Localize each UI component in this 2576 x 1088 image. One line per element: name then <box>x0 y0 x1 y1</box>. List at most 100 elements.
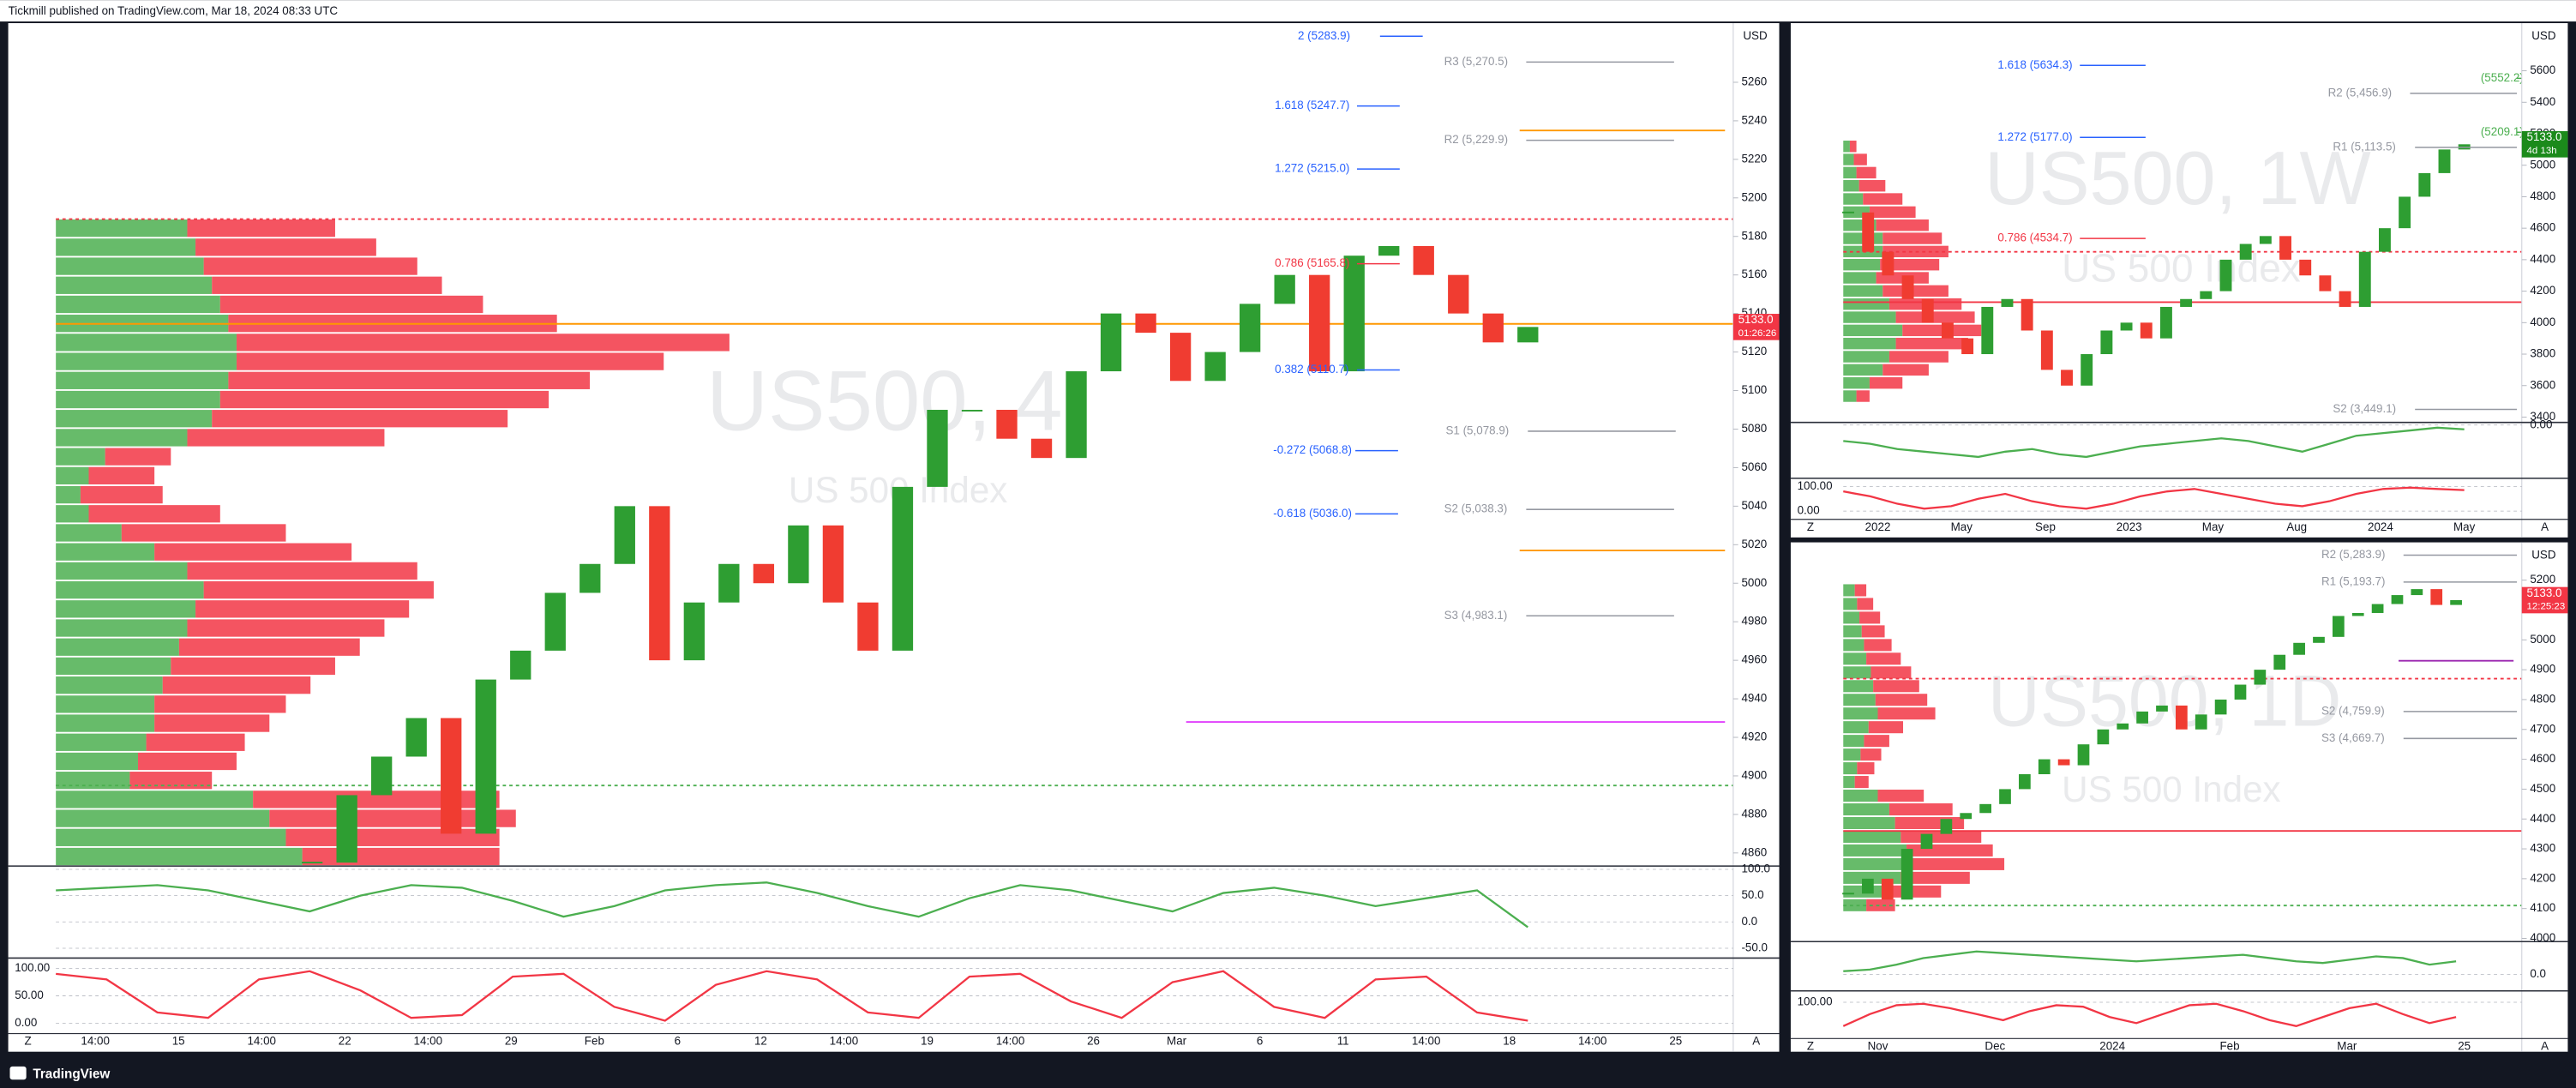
x-tick-label: 6 <box>675 1035 681 1048</box>
volume-up <box>56 847 303 866</box>
candle <box>1901 275 1914 299</box>
x-tick-label: May <box>2202 520 2225 533</box>
scale-button[interactable]: Z <box>24 1035 31 1048</box>
candle <box>927 409 948 487</box>
pane-tick-label: 100.00 <box>1798 479 1833 492</box>
header-bar <box>0 0 2576 22</box>
candle <box>579 563 601 593</box>
candle <box>2021 298 2033 331</box>
candle <box>510 650 531 680</box>
y-tick-label: 4600 <box>2530 752 2555 765</box>
stochastic-line <box>1843 486 2465 510</box>
pane-tick-label: -50.0 <box>1741 941 1768 953</box>
scale-button[interactable]: Z <box>1807 520 1814 533</box>
volume-down <box>203 580 434 599</box>
candle <box>2219 259 2232 292</box>
volume-up <box>1843 598 1858 610</box>
price-tag <box>2521 586 2568 614</box>
y-tick-label: 4800 <box>2530 693 2555 706</box>
price-tag-timer: 4d 13h <box>2527 146 2557 156</box>
volume-up <box>56 562 188 580</box>
candle <box>2254 670 2267 685</box>
annotation-label: 0.382 (5110.7) <box>1275 363 1348 376</box>
y-tick-label: 4960 <box>1741 653 1767 666</box>
volume-up <box>1843 285 1883 298</box>
volume-up <box>1843 666 1871 679</box>
candle <box>1960 813 1973 820</box>
candle <box>2019 774 2031 790</box>
volume-up <box>1843 324 1903 337</box>
candle <box>614 506 635 564</box>
volume-up <box>1843 830 1901 843</box>
volume-down <box>1864 639 1892 652</box>
y-tick-label: 5120 <box>1741 345 1767 358</box>
y-tick-label: 4700 <box>2530 722 2555 735</box>
candle <box>2040 330 2053 370</box>
candle <box>822 525 844 603</box>
volume-up <box>56 219 188 237</box>
candle <box>996 409 1018 439</box>
volume-up <box>1843 707 1878 720</box>
volume-down <box>302 847 500 866</box>
volume-up <box>1843 639 1864 652</box>
pane-tick-label: 0.0 <box>2530 967 2546 980</box>
volume-up <box>1843 694 1876 706</box>
volume-up <box>56 238 196 256</box>
scale-button[interactable]: Z <box>1807 1039 1814 1052</box>
volume-up <box>1843 258 1881 271</box>
x-tick-label: 25 <box>2458 1039 2471 1052</box>
candle <box>1882 251 1894 276</box>
volume-up <box>56 448 105 466</box>
y-tick-label: 4500 <box>2530 782 2555 795</box>
volume-down <box>1900 871 1970 884</box>
x-tick-label: Feb <box>2219 1039 2239 1052</box>
volume-up <box>1843 652 1867 665</box>
volume-up <box>56 657 171 676</box>
y-tick-label: 4800 <box>2530 189 2555 202</box>
watermark-subtitle: US 500 Index <box>2062 769 2280 809</box>
publisher: Tickmill published on TradingView.com, M… <box>9 4 339 17</box>
volume-up <box>1843 802 1889 816</box>
candle <box>961 409 983 412</box>
x-tick-label: May <box>2453 520 2476 533</box>
annotation-label: R1 (5,113.5) <box>2333 140 2396 153</box>
volume-down <box>171 657 335 676</box>
x-tick-label: 14:00 <box>830 1035 859 1048</box>
candle <box>2399 196 2411 229</box>
candle <box>683 602 705 661</box>
scale-button[interactable]: A <box>2541 1039 2549 1052</box>
candle <box>2378 228 2391 252</box>
candle <box>2117 723 2129 730</box>
volume-up <box>1843 298 1889 310</box>
y-tick-label: 5160 <box>1741 267 1767 280</box>
volume-up <box>56 733 147 751</box>
candle <box>1030 438 1053 459</box>
volume-down <box>195 238 376 256</box>
plot: US500, 1D US 500 Index R2 (5,283.9) R1 (5,1… <box>1842 548 2522 911</box>
volume-down <box>203 257 417 275</box>
stochastic-line <box>56 970 1528 1022</box>
volume-up <box>56 295 220 314</box>
volume-down <box>129 772 213 790</box>
candle <box>2200 291 2213 299</box>
scale-button[interactable]: A <box>1752 1035 1760 1048</box>
volume-up <box>56 505 89 523</box>
scale-button[interactable]: A <box>2541 520 2549 533</box>
x-tick-label: 19 <box>921 1035 934 1048</box>
volume-down <box>154 695 286 713</box>
candle <box>1862 878 1874 894</box>
volume-down <box>1877 707 1936 720</box>
volume-up <box>1843 153 1854 165</box>
candle <box>1100 313 1122 372</box>
candle <box>2159 306 2172 339</box>
x-tick-label: 26 <box>1087 1035 1100 1048</box>
x-tick-label: 2022 <box>1865 520 1891 533</box>
volume-up <box>1843 735 1864 748</box>
volume-down <box>105 448 171 466</box>
volume-down <box>187 619 385 637</box>
candle <box>2391 595 2404 604</box>
candle <box>2299 259 2312 276</box>
candle <box>788 525 809 584</box>
candle <box>544 592 566 651</box>
volume-up <box>56 334 237 352</box>
